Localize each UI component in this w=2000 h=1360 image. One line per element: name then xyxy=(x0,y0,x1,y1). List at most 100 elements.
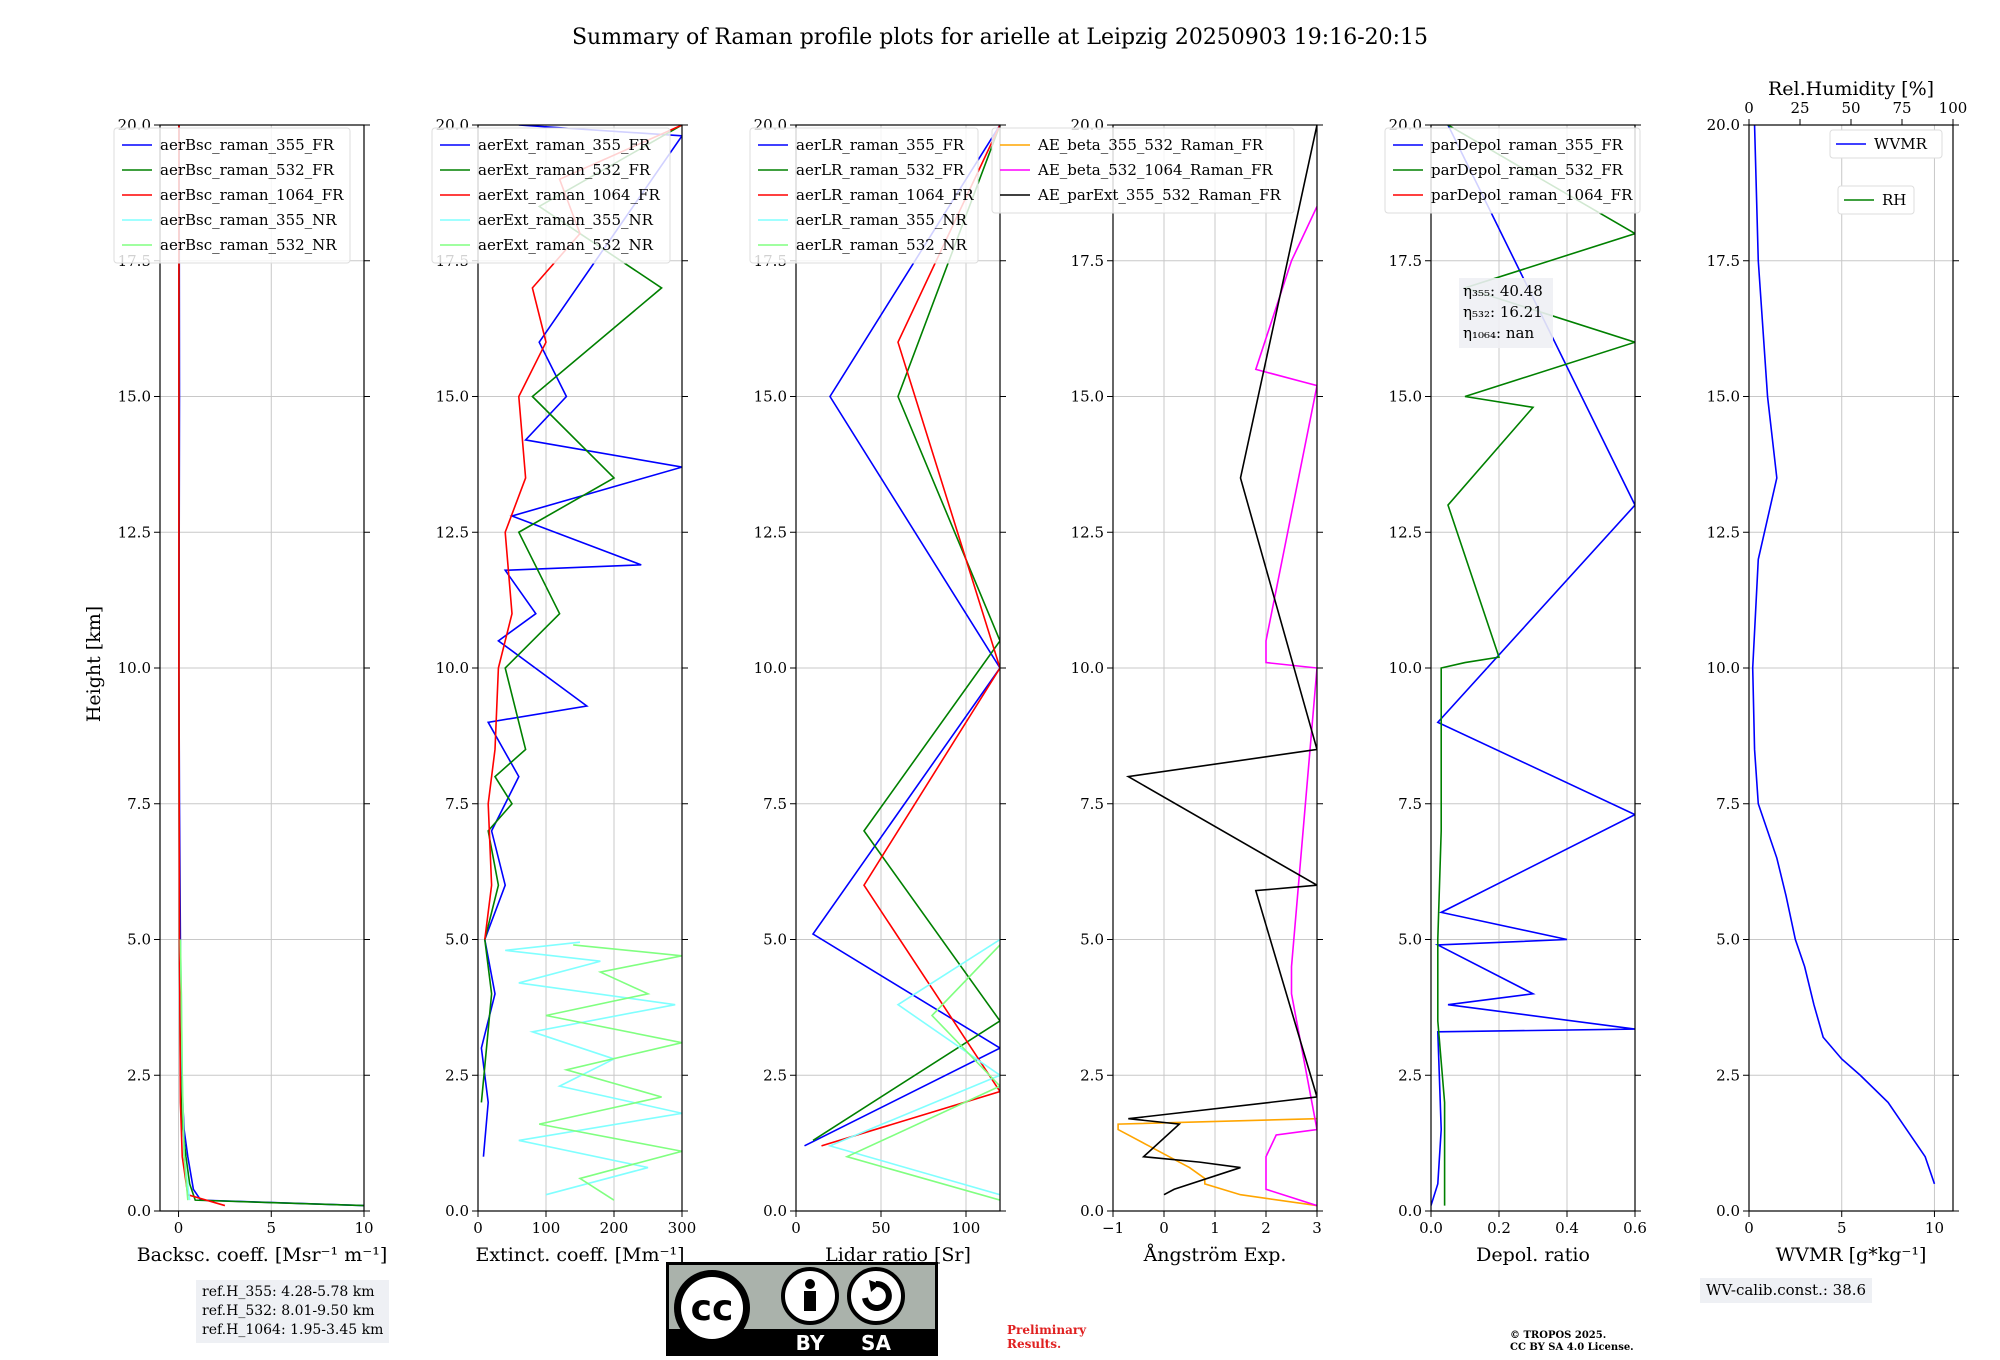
lr-series-group xyxy=(804,125,1000,1201)
rh-top-tick-label: 0 xyxy=(1744,99,1754,117)
ae-xtick-label: −1 xyxy=(1102,1219,1124,1237)
ae-ytick-label: 12.5 xyxy=(1071,523,1104,541)
depol-legend-label: parDepol_raman_355_FR xyxy=(1431,136,1624,154)
bsc-xtick-label: 5 xyxy=(266,1219,276,1237)
wv-ytick-label: 5.0 xyxy=(1716,931,1740,949)
bsc-ytick-label: 2.5 xyxy=(127,1066,151,1084)
depol-ytick-label: 0.0 xyxy=(1398,1202,1422,1220)
depol-ytick-label: 15.0 xyxy=(1389,388,1422,406)
preliminary-results-note: Preliminary Results. xyxy=(1007,1323,1086,1351)
wv-legend-box xyxy=(1837,185,1915,215)
wv-legend-label: RH xyxy=(1882,191,1906,209)
ae-ytick-label: 7.5 xyxy=(1080,795,1104,813)
sa-arrow-head xyxy=(869,1280,880,1292)
bsc-xaxis-label: Backsc. coeff. [Msr⁻¹ m⁻¹] xyxy=(137,1244,388,1266)
eta-box xyxy=(1459,278,1553,348)
ext-xtick-label: 300 xyxy=(668,1219,697,1237)
ext-legend-label: aerExt_raman_355_FR xyxy=(478,136,651,154)
wv-ytick-label: 12.5 xyxy=(1707,523,1740,541)
ext-xaxis-label: Extinct. coeff. [Mm⁻¹] xyxy=(475,1244,684,1266)
depol-legend-label: parDepol_raman_532_FR xyxy=(1431,161,1624,179)
ae-xaxis-label: Ångström Exp. xyxy=(1143,1244,1287,1266)
wv-series-group xyxy=(1751,125,1936,1185)
lr-ytick-label: 5.0 xyxy=(763,931,787,949)
wv-series-WVMR xyxy=(1751,125,1936,1185)
by-person-head xyxy=(805,1279,815,1289)
wv-xtick-label: 5 xyxy=(1837,1219,1847,1237)
bsc-legend-label: aerBsc_raman_355_NR xyxy=(160,211,337,229)
sa-circle-icon xyxy=(847,1267,905,1325)
wv-ytick-label: 20.0 xyxy=(1707,116,1740,134)
lr-ytick-label: 0.0 xyxy=(763,1202,787,1220)
lr-ytick-label: 15.0 xyxy=(754,388,787,406)
bsc-ytick-label: 0.0 xyxy=(127,1202,151,1220)
lr-xtick-label: 0 xyxy=(791,1219,801,1237)
bsc-xtick-label: 10 xyxy=(354,1219,373,1237)
depol-xaxis-label: Depol. ratio xyxy=(1476,1244,1590,1266)
lr-series-aerLR_raman_1064_FR xyxy=(821,125,1000,1147)
lr-series-aerLR_raman_355_NR xyxy=(827,938,1000,1196)
figure-title: Summary of Raman profile plots for ariel… xyxy=(572,25,1428,50)
depol-ytick-label: 5.0 xyxy=(1398,931,1422,949)
ae-ytick-label: 17.5 xyxy=(1071,252,1104,270)
cc-license-badge: cc BY SA xyxy=(666,1262,938,1356)
ext-ytick-label: 12.5 xyxy=(436,523,469,541)
backscatter-panel: 0.02.55.07.510.012.515.017.520.00510Back… xyxy=(113,116,388,1266)
wv-ytick-label: 15.0 xyxy=(1707,388,1740,406)
lr-legend-label: aerLR_raman_532_FR xyxy=(796,161,965,179)
lr-xtick-label: 100 xyxy=(952,1219,981,1237)
ext-series-aerExt_raman_532_FR xyxy=(480,125,682,1103)
badge-cc-circle xyxy=(681,1277,743,1339)
eta-label: η₃₅₅: 40.48 xyxy=(1463,282,1543,300)
ext-ytick-label: 2.5 xyxy=(445,1066,469,1084)
wv-legend-label: WVMR xyxy=(1874,135,1928,153)
depol-legend-label: parDepol_raman_1064_FR xyxy=(1431,186,1633,204)
by-person-body xyxy=(804,1291,816,1311)
ae-ytick-label: 15.0 xyxy=(1071,388,1104,406)
bsc-ytick-label: 7.5 xyxy=(127,795,151,813)
ext-ytick-label: 15.0 xyxy=(436,388,469,406)
ext-legend-label: aerExt_raman_1064_FR xyxy=(478,186,660,204)
depol-xtick-label: 0.4 xyxy=(1555,1219,1579,1237)
wv-xtick-label: 10 xyxy=(1925,1219,1944,1237)
ae-series-AE_beta_355_532_Raman_FR xyxy=(1117,1117,1317,1207)
lr-series-aerLR_raman_355_FR xyxy=(804,125,1000,1147)
depol-ytick-label: 2.5 xyxy=(1398,1066,1422,1084)
bsc-series-aerBsc_raman_1064_FR xyxy=(178,125,226,1207)
lr-legend-label: aerLR_raman_532_NR xyxy=(796,236,967,254)
lr-xtick-label: 50 xyxy=(871,1219,890,1237)
ext-legend-label: aerExt_raman_532_NR xyxy=(478,236,654,254)
preliminary-line-1: Preliminary xyxy=(1007,1323,1087,1337)
ae-series-AE_parExt_355_532_Raman_FR xyxy=(1125,125,1317,1196)
wv-xtick-label: 0 xyxy=(1744,1219,1754,1237)
ext-ytick-label: 10.0 xyxy=(436,659,469,677)
badge-by-label: BY xyxy=(796,1331,825,1355)
wv-ytick-label: 0.0 xyxy=(1716,1202,1740,1220)
lr-ytick-label: 7.5 xyxy=(763,795,787,813)
bsc-legend-box xyxy=(113,127,351,264)
extinction-panel: 0.02.55.07.510.012.515.017.520.001002003… xyxy=(431,116,697,1266)
wv-ytick-label: 7.5 xyxy=(1716,795,1740,813)
depol-xtick-label: 0.0 xyxy=(1419,1219,1443,1237)
ae-xtick-label: 2 xyxy=(1261,1219,1271,1237)
depol-legend-box xyxy=(1384,127,1641,214)
bsc-series-group xyxy=(178,125,364,1207)
ae-legend-box xyxy=(991,127,1295,214)
rh-top-axis-label: Rel.Humidity [%] xyxy=(1768,78,1934,100)
ae-legend-label: AE_beta_355_532_Raman_FR xyxy=(1037,136,1264,154)
rh-top-tick-label: 100 xyxy=(1939,99,1968,117)
bsc-xtick-label: 0 xyxy=(174,1219,184,1237)
ext-series-aerExt_raman_355_NR xyxy=(505,941,682,1196)
rh-top-tick-label: 50 xyxy=(1841,99,1860,117)
bsc-legend-label: aerBsc_raman_355_FR xyxy=(160,136,335,154)
wv-ytick-label: 17.5 xyxy=(1707,252,1740,270)
depol-ytick-label: 17.5 xyxy=(1389,252,1422,270)
bsc-ytick-label: 12.5 xyxy=(118,523,151,541)
y-axis-label: Height [km] xyxy=(83,606,105,722)
ae-series-group xyxy=(1117,125,1317,1207)
ref-height-532: ref.H_532: 8.01-9.50 km xyxy=(202,1303,375,1319)
lr-legend-label: aerLR_raman_1064_FR xyxy=(796,186,974,204)
water-vapor-panel: 0.02.55.07.510.012.515.017.520.00 5 10WVMR… xyxy=(1707,78,1968,1266)
badge-sa-label: SA xyxy=(861,1331,891,1355)
